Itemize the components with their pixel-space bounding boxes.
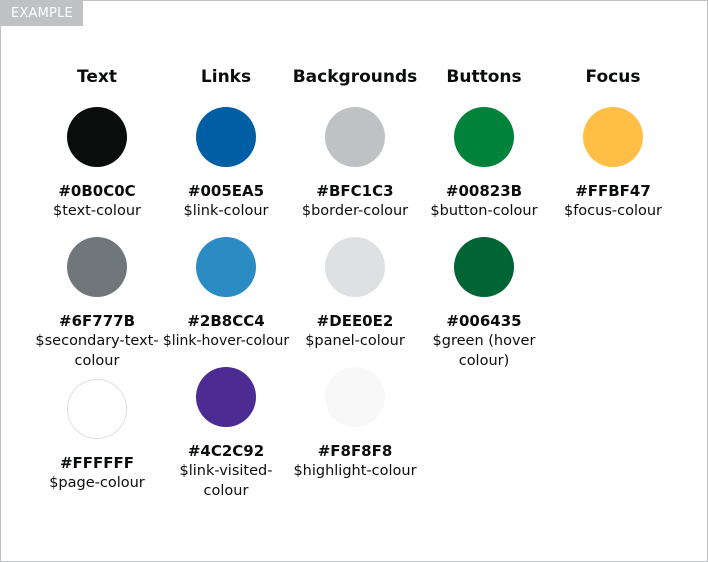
colour-circle [583, 107, 643, 167]
colour-circle [67, 107, 127, 167]
column-heading: Focus [585, 67, 641, 87]
column-heading: Backgrounds [292, 67, 418, 87]
column-backgrounds: Backgrounds #BFC1C3 $border-colour #DEE0… [275, 65, 435, 479]
colour-swatch: #0B0C0C $text-colour [17, 107, 177, 221]
hex-value: #2B8CC4 [187, 312, 265, 330]
colour-swatch: #4C2C92 $link-visited-colour [146, 367, 306, 501]
colour-swatch: #F8F8F8 $highlight-colour [275, 367, 435, 481]
variable-name: $focus-colour [563, 203, 663, 219]
variable-name: $link-visited-colour [179, 463, 273, 499]
variable-name: $button-colour [430, 203, 538, 219]
colour-swatch: #BFC1C3 $border-colour [275, 107, 435, 221]
variable-name: $highlight-colour [293, 463, 417, 479]
colour-swatch: #006435 $green (hover colour) [404, 237, 564, 371]
colour-circle [325, 237, 385, 297]
hex-value: #FFBF47 [575, 182, 651, 200]
hex-value: #6F777B [59, 312, 135, 330]
colour-circle [67, 379, 127, 439]
colour-circle [454, 237, 514, 297]
colour-circle [196, 237, 256, 297]
column-buttons: Buttons #00823B $button-colour #006435 $… [404, 65, 564, 369]
variable-name: $border-colour [301, 203, 409, 219]
column-links: Links #005EA5 $link-colour #2B8CC4 $link… [146, 65, 306, 499]
column-heading: Text [77, 67, 117, 87]
variable-name: $page-colour [49, 475, 145, 491]
colour-swatch: #6F777B $secondary-text-colour [17, 237, 177, 371]
hex-value: #0B0C0C [58, 182, 136, 200]
colour-swatch: #FFBF47 $focus-colour [533, 107, 693, 221]
colour-swatch: #FFFFFF $page-colour [17, 379, 177, 493]
variable-name: $text-colour [53, 203, 141, 219]
hex-value: #BFC1C3 [316, 182, 394, 200]
hex-value: #4C2C92 [187, 442, 265, 460]
hex-value: #F8F8F8 [317, 442, 393, 460]
colour-swatch: #00823B $button-colour [404, 107, 564, 221]
column-focus: Focus #FFBF47 $focus-colour [533, 65, 693, 219]
column-text: Text #0B0C0C $text-colour #6F777B $secon… [17, 65, 177, 491]
colour-circle [196, 107, 256, 167]
column-heading: Links [200, 67, 252, 87]
example-tag: EXAMPLE [1, 1, 83, 26]
hex-value: #005EA5 [187, 182, 265, 200]
hex-value: #DEE0E2 [316, 312, 394, 330]
colour-circle [196, 367, 256, 427]
column-heading: Buttons [446, 67, 522, 87]
colour-circle [325, 367, 385, 427]
variable-name: $secondary-text-colour [35, 333, 159, 369]
variable-name: $link-colour [183, 203, 269, 219]
hex-value: #FFFFFF [59, 454, 135, 472]
hex-value: #006435 [446, 312, 522, 330]
variable-name: $panel-colour [305, 333, 405, 349]
colour-circle [325, 107, 385, 167]
hex-value: #00823B [445, 182, 523, 200]
colour-circle [67, 237, 127, 297]
colour-circle [454, 107, 514, 167]
variable-name: $link-hover-colour [162, 333, 290, 349]
colour-swatch: #2B8CC4 $link-hover-colour [146, 237, 306, 351]
colour-swatch: #005EA5 $link-colour [146, 107, 306, 221]
variable-name: $green (hover colour) [432, 333, 536, 369]
colour-swatch: #DEE0E2 $panel-colour [275, 237, 435, 351]
